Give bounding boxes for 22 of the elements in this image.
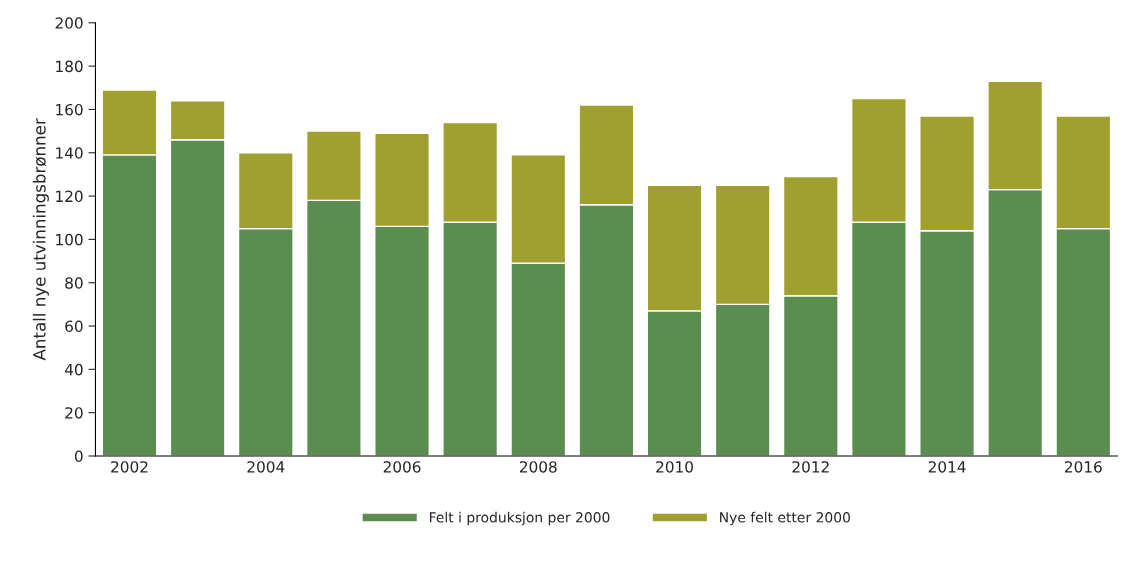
x-tick-label: 2010 [656,461,693,473]
y-tick-label: 180 [56,60,83,73]
y-tick-label: 160 [56,103,83,116]
y-tick-label: 40 [64,363,83,376]
x-tick-label: 2016 [1065,461,1102,473]
y-axis-title: Antall nye utvinningsbrønner [32,118,49,361]
x-tick-label: 2012 [792,461,829,473]
y-tick-label: 200 [55,17,83,29]
y-tick-label: 20 [65,407,83,419]
y-tick-label: 140 [56,147,83,159]
x-tick-label: 2004 [247,461,285,473]
y-tick-label: 120 [56,190,83,203]
x-tick-label: 2002 [111,461,148,473]
x-tick-label: 2014 [928,461,966,473]
y-tick-label: 0 [74,450,83,463]
legend-label: Felt i produksjon per 2000 [429,511,610,526]
y-tick-label: 60 [65,320,83,333]
x-tick-label: 2006 [383,461,421,473]
y-tick-label: 80 [65,277,83,289]
legend-label: Nye felt etter 2000 [720,511,850,526]
y-tick-label: 100 [56,233,83,246]
x-tick-label: 2008 [519,461,557,473]
